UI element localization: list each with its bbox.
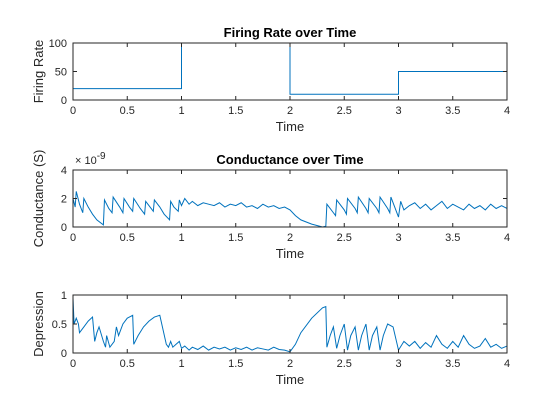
x-tick-label: 2.5 (337, 232, 352, 244)
x-tick-label: 1.5 (228, 105, 243, 117)
x-tick-label: 3 (395, 232, 401, 244)
x-tick-label: 4 (504, 105, 510, 117)
chart-2: 0 0.5 1 1.5 2 2.5 3 3.5 4 0 0.5 1 Time Depression (31, 290, 510, 387)
chart-title: Conductance over Time (216, 152, 363, 167)
y-tick-label: 0 (61, 222, 67, 234)
x-tick-label: 0 (70, 105, 76, 117)
y-axis-label: Conductance (S) (31, 150, 46, 248)
x-tick-label: 0.5 (120, 358, 135, 370)
y-tick-label: 100 (49, 38, 67, 50)
y-axis-label: Depression (31, 291, 46, 357)
x-axis-label: Time (276, 246, 304, 261)
x-tick-label: 1.5 (228, 232, 243, 244)
x-tick-label: 1.5 (228, 358, 243, 370)
chart-0: 0 0.5 1 1.5 2 2.5 3 3.5 4 0 50 100 Firing Rate over … (31, 25, 510, 134)
x-tick-label: 2.5 (337, 358, 352, 370)
x-tick-label: 1 (178, 358, 184, 370)
x-tick-label: 4 (504, 358, 510, 370)
y-exponent-label: × 10-9 (75, 151, 106, 167)
x-tick-label: 0 (70, 232, 76, 244)
x-tick-label: 0 (70, 358, 76, 370)
y-tick-label: 4 (61, 165, 67, 177)
x-tick-label: 2 (287, 105, 293, 117)
series-line-0-0 (73, 42, 508, 100)
x-axis-label: Time (276, 372, 304, 387)
y-axis-label: Firing Rate (31, 40, 46, 104)
x-tick-label: 2 (287, 232, 293, 244)
series-line-2-0 (72, 297, 508, 353)
y-tick-label: 50 (55, 67, 67, 79)
x-tick-label: 3.5 (445, 105, 460, 117)
x-tick-label: 1 (178, 105, 184, 117)
chart-1: 0 0.5 1 1.5 2 2.5 3 3.5 4 0 2 4 Conductance over Tim… (31, 150, 510, 261)
x-tick-label: 3 (395, 105, 401, 117)
x-tick-label: 4 (504, 232, 510, 244)
x-tick-label: 2.5 (337, 105, 352, 117)
x-tick-label: 1 (178, 232, 184, 244)
x-axis-label: Time (276, 119, 304, 134)
chart-title: Firing Rate over Time (224, 25, 357, 40)
x-tick-label: 0.5 (120, 232, 135, 244)
x-tick-label: 2 (287, 358, 293, 370)
series-line-1-0 (72, 191, 508, 228)
y-tick-label: 1 (61, 290, 67, 302)
y-tick-label: 0 (61, 95, 67, 107)
x-tick-label: 0.5 (120, 105, 135, 117)
x-tick-label: 3 (395, 358, 401, 370)
x-tick-label: 3.5 (445, 232, 460, 244)
y-tick-label: 0 (61, 348, 67, 360)
y-tick-label: 0.5 (52, 319, 67, 331)
x-tick-label: 3.5 (445, 358, 460, 370)
y-tick-label: 2 (61, 194, 67, 206)
axes-box-1 (72, 169, 508, 228)
